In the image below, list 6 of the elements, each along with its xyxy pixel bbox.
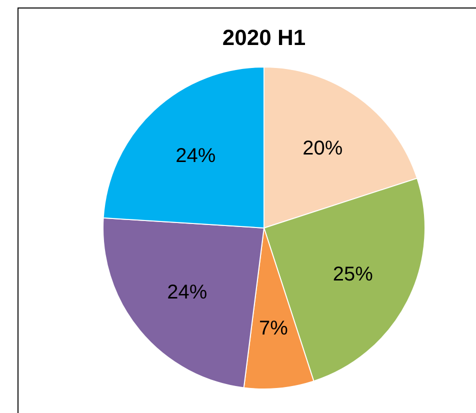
data-label: 7% <box>258 317 288 340</box>
chart-title: 2020 H1 <box>222 25 306 50</box>
data-label: 24% <box>167 282 208 304</box>
data-label: 24% <box>176 145 216 168</box>
data-label: 20% <box>302 137 343 160</box>
data-label: 25% <box>332 263 374 286</box>
